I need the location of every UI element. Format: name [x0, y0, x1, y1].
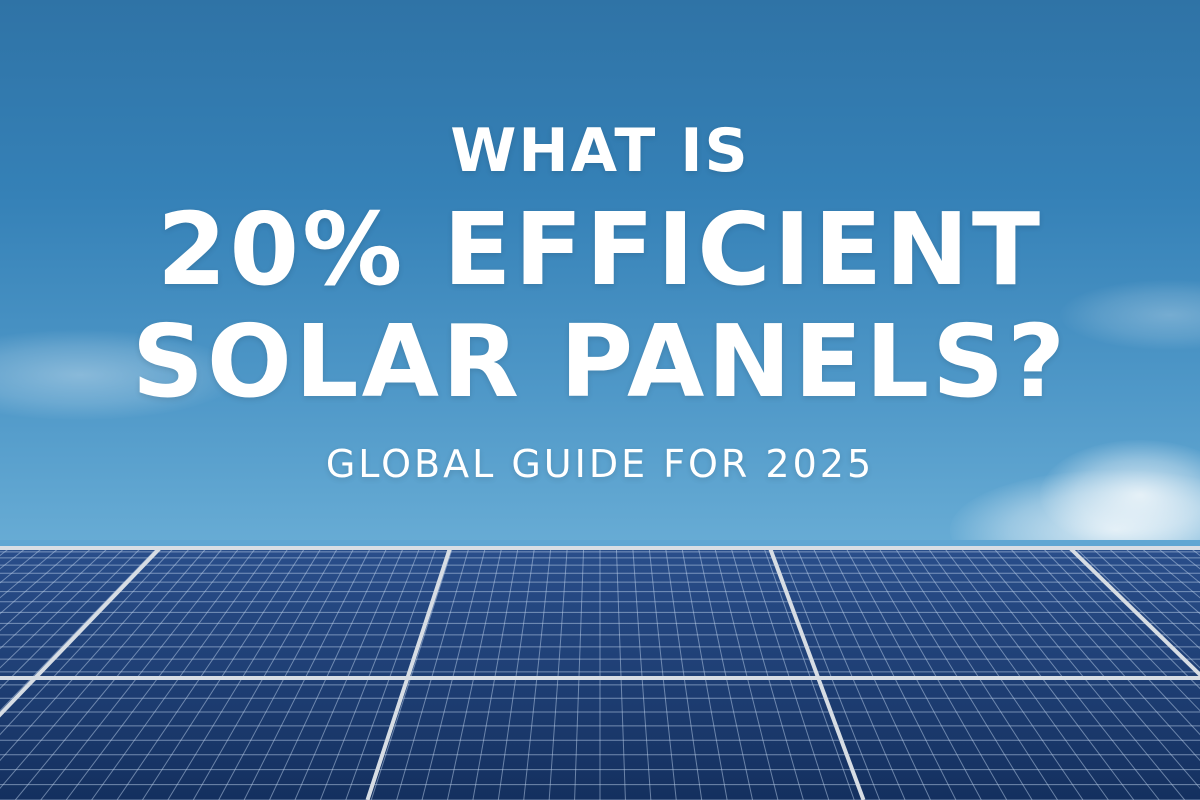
panel-line: [345, 547, 437, 800]
panel-line: [0, 547, 207, 790]
panel-line: [91, 547, 273, 800]
panel-line: [0, 547, 142, 690]
panel-line: [615, 547, 626, 800]
panel-line: [548, 547, 568, 800]
panel-line: [747, 547, 830, 800]
cloud: [1040, 440, 1200, 550]
panel-line: [927, 547, 1109, 800]
panel-line: [192, 547, 339, 800]
panel-line: [1026, 547, 1200, 736]
panel-line: [294, 547, 404, 800]
panel-line: [648, 547, 677, 800]
panel-line: [472, 547, 519, 800]
panel-line: [1042, 547, 1200, 712]
headline-line-1: WHAT IS: [450, 116, 750, 186]
panel-line: [779, 547, 881, 800]
panel-line: [1075, 547, 1200, 669]
panel-line: [142, 547, 306, 800]
panel-line: [845, 547, 982, 800]
panel-line: [370, 547, 453, 800]
panel-line: [730, 547, 804, 800]
panel-line: [1124, 547, 1200, 615]
panel-line: [396, 547, 470, 800]
panel-line: [681, 547, 728, 800]
sky-edge: [0, 540, 1200, 548]
headline-line-3: SOLAR PANELS?: [131, 303, 1069, 420]
panel-line: [976, 547, 1186, 800]
panel-line: [768, 547, 866, 800]
panel-line: [446, 547, 503, 800]
panel-line: [0, 547, 92, 632]
panel-line: [365, 547, 452, 800]
panel-line: [40, 547, 240, 800]
sky-background: [0, 0, 1200, 590]
panel-line: [697, 547, 754, 800]
panel-line: [0, 547, 174, 736]
panel-line: [665, 547, 703, 800]
panel-line: [1140, 547, 1200, 599]
panel-line: [894, 547, 1058, 800]
panel-line: [1091, 547, 1200, 650]
panel-line: [1108, 547, 1200, 632]
panel-line: [944, 547, 1135, 800]
panel-line: [523, 547, 552, 800]
panel-line: [763, 547, 855, 800]
panel-line: [0, 547, 158, 712]
solar-panel-array: [0, 540, 1200, 800]
panel-line: [0, 547, 60, 599]
subtitle: GLOBAL GUIDE FOR 2025: [325, 442, 875, 486]
panel-line: [911, 547, 1084, 800]
panel-line: [243, 547, 371, 800]
panel-line: [1068, 546, 1200, 678]
panel-line: [960, 547, 1160, 800]
panel-line: [574, 547, 585, 800]
solar-panels-illustration: [0, 540, 1200, 800]
panel-line: [421, 547, 486, 800]
panel-line: [497, 547, 535, 800]
panel-line: [993, 547, 1200, 790]
panel-line: [714, 547, 779, 800]
headline-line-2: 20% EFFICIENT: [156, 191, 1044, 308]
panel-line: [116, 547, 289, 800]
panel-line: [1058, 547, 1200, 690]
panel-line: [796, 547, 906, 800]
panel-line: [0, 547, 109, 650]
panel-line: [0, 546, 162, 718]
panel-line: [812, 547, 931, 800]
panel-line: [632, 547, 652, 800]
panel-line: [829, 547, 957, 800]
panel-line: [0, 547, 191, 762]
panel-line: [0, 547, 125, 669]
panel-line: [1009, 547, 1200, 762]
headline: WHAT IS 20% EFFICIENT SOLAR PANELS? GLOB…: [0, 108, 1200, 488]
panel-line: [0, 547, 76, 615]
panel-line: [878, 547, 1033, 800]
panel-line: [269, 547, 388, 800]
panel-line: [14, 547, 224, 800]
panel-line: [65, 547, 256, 800]
panel-line: [861, 547, 1008, 800]
panel-line: [218, 547, 355, 800]
panel-line: [167, 547, 322, 800]
panel-line: [319, 547, 421, 800]
